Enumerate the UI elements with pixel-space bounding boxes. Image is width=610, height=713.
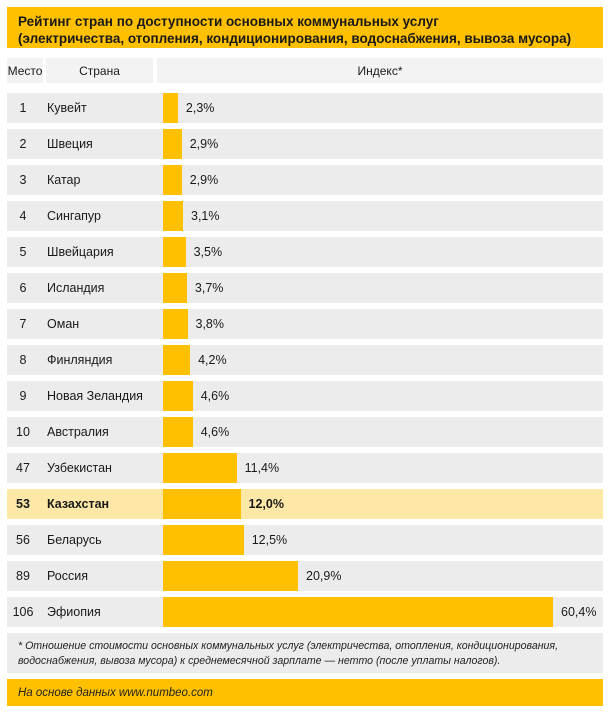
rank-cell: 10 [16, 425, 30, 439]
index-value-label: 2,3% [185, 101, 215, 115]
country-cell: Узбекистан [47, 461, 112, 475]
rank-cell: 8 [19, 353, 27, 367]
country-cell: Австралия [47, 425, 109, 439]
country-cell: Исландия [47, 281, 105, 295]
table-row: 10 Австралия 4,6% [7, 417, 603, 447]
rank-cell: 53 [16, 497, 30, 511]
table-row: 1 Кувейт 2,3% [7, 93, 603, 123]
rank-cell: 9 [19, 389, 27, 403]
rank-cell: 1 [19, 101, 27, 115]
table-row: 6 Исландия 3,7% [7, 273, 603, 303]
table-row: 3 Катар 2,9% [7, 165, 603, 195]
country-cell: Новая Зеландия [47, 389, 143, 403]
index-value-label: 3,8% [195, 317, 225, 331]
index-bar [163, 597, 553, 627]
rank-cell: 7 [19, 317, 27, 331]
index-value-label: 12,0% [248, 497, 284, 511]
table-row: 89 Россия 20,9% [7, 561, 603, 591]
table-row: 7 Оман 3,8% [7, 309, 603, 339]
rank-cell: 2 [19, 137, 27, 151]
rank-cell: 47 [16, 461, 30, 475]
index-bar [163, 237, 186, 267]
index-bar [163, 273, 187, 303]
index-value-label: 4,6% [200, 425, 230, 439]
index-value-label: 4,6% [200, 389, 230, 403]
country-cell: Казахстан [47, 497, 110, 511]
index-bar [163, 381, 193, 411]
footnote: * Отношение стоимости основных коммуналь… [7, 633, 603, 673]
index-value-label: 20,9% [306, 569, 342, 583]
rank-cell: 4 [19, 209, 27, 223]
chart-title-line-1: Рейтинг стран по доступности основных ко… [18, 13, 439, 29]
chart-title: Рейтинг стран по доступности основных ко… [7, 7, 603, 48]
column-header-country: Страна [46, 58, 153, 83]
table-row: 2 Швеция 2,9% [7, 129, 603, 159]
country-cell: Россия [47, 569, 88, 583]
country-cell: Кувейт [47, 101, 87, 115]
chart-title-line-2: (электричества, отопления, кондициониров… [18, 30, 572, 46]
source-bar: На основе данных www.numbeo.com [7, 679, 603, 706]
index-bar [163, 129, 182, 159]
column-header-rank: Место [7, 58, 43, 83]
table-header-row: Место Страна Индекс* [7, 58, 603, 83]
rank-cell: 3 [19, 173, 27, 187]
country-cell: Финляндия [47, 353, 113, 367]
index-value-label: 60,4% [561, 605, 597, 619]
country-cell: Беларусь [47, 533, 102, 547]
country-cell: Оман [47, 317, 80, 331]
index-value-label: 3,7% [194, 281, 224, 295]
column-header-index: Индекс* [157, 58, 603, 83]
index-bar [163, 165, 182, 195]
country-cell: Швейцария [47, 245, 114, 259]
index-bar [163, 93, 178, 123]
index-bar [163, 453, 237, 483]
index-bar [163, 525, 244, 555]
country-cell: Катар [47, 173, 81, 187]
table-row: 106 Эфиопия 60,4% [7, 597, 603, 627]
index-bar [163, 561, 298, 591]
index-bar [163, 417, 193, 447]
table-row: 9 Новая Зеландия 4,6% [7, 381, 603, 411]
source-text: На основе данных www.numbeo.com [18, 686, 213, 699]
rank-cell: 5 [19, 245, 27, 259]
index-value-label: 12,5% [251, 533, 288, 547]
table-row: 8 Финляндия 4,2% [7, 345, 603, 375]
table-body: 1 Кувейт 2,3% 2 Швеция 2,9% 3 Катар 2,9% 4 Сингапу… [7, 93, 603, 627]
rank-cell: 6 [19, 281, 27, 295]
index-value-label: 3,5% [193, 245, 223, 259]
index-value-label: 3,1% [191, 209, 220, 223]
table-row: 56 Беларусь 12,5% [7, 525, 603, 555]
country-cell: Сингапур [47, 209, 101, 223]
index-value-label: 4,2% [198, 353, 227, 367]
index-bar [163, 201, 183, 231]
country-cell: Эфиопия [47, 605, 101, 619]
index-bar [163, 309, 188, 339]
index-bar [163, 489, 241, 519]
table-row: 4 Сингапур 3,1% [7, 201, 603, 231]
rank-cell: 56 [16, 533, 30, 547]
index-value-label: 11,4% [244, 461, 280, 475]
table-row: 47 Узбекистан 11,4% [7, 453, 603, 483]
index-value-label: 2,9% [189, 173, 219, 187]
index-bar [163, 345, 191, 375]
table-row: 5 Швейцария 3,5% [7, 237, 603, 267]
index-value-label: 2,9% [189, 137, 219, 151]
table-row: 53 Казахстан 12,0% [7, 489, 603, 519]
rank-cell: 106 [12, 605, 34, 619]
country-cell: Швеция [47, 137, 93, 151]
rank-cell: 89 [16, 569, 30, 583]
footnote-text: * Отношение стоимости основных коммуналь… [18, 639, 559, 667]
